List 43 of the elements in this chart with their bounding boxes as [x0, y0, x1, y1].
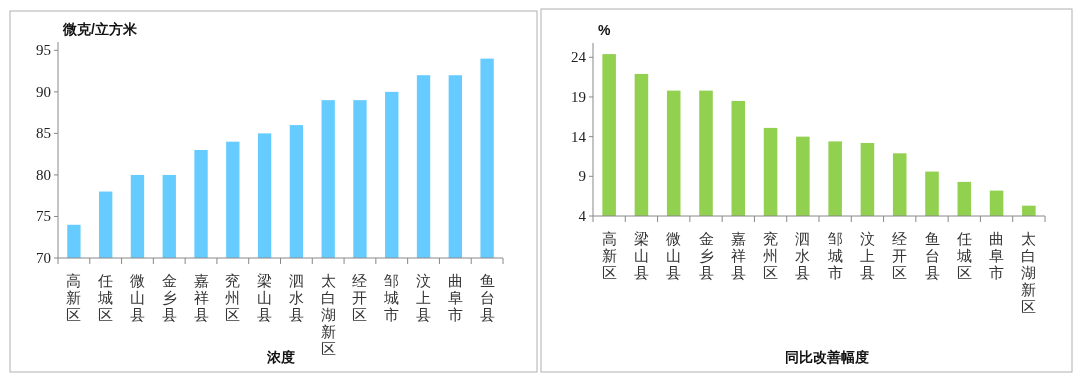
- x-tick-label: 高新区: [66, 273, 82, 323]
- x-tick-label: 鱼台县: [479, 273, 495, 323]
- y-tick-label: 75: [36, 208, 51, 225]
- x-tick-label: 任城区: [97, 273, 114, 323]
- y-tick-label: 4: [578, 208, 587, 224]
- x-tick-label: 梁山县: [633, 231, 649, 281]
- x-tick-label: 兖州区: [763, 231, 779, 281]
- x-tick-label: 鱼台县: [924, 231, 940, 281]
- y-tick-label: 70: [36, 250, 51, 266]
- x-tick-label: 曲阜市: [447, 273, 463, 323]
- x-tick-label: 嘉祥县: [730, 231, 746, 281]
- x-tick-label: 泗水县: [795, 231, 811, 281]
- x-tick-label: 泗水县: [288, 273, 304, 323]
- y-tick-label: 24: [571, 49, 587, 66]
- x-axis-title: 浓度: [265, 349, 295, 365]
- y-tick-label: 19: [571, 88, 586, 105]
- x-tick-label: 金乡县: [698, 231, 714, 281]
- x-tick-label: 经开区: [352, 273, 368, 323]
- x-tick-label: 任城区: [955, 231, 972, 281]
- x-tick-label: 汶上县: [416, 273, 432, 323]
- y-tick-label: 9: [578, 168, 586, 185]
- x-tick-label: 嘉祥县: [193, 273, 209, 323]
- x-tick-label: 微山县: [666, 231, 682, 281]
- x-tick-label: 兖州区: [225, 273, 241, 323]
- y-tick-label: 85: [36, 125, 51, 142]
- x-tick-label: 太白湖新区: [1021, 231, 1037, 315]
- x-tick-label: 汶上县: [859, 231, 875, 281]
- x-tick-label: 太白湖新区: [320, 273, 336, 357]
- x-tick-label: 邹城市: [383, 273, 400, 323]
- x-tick-label: 微山县: [129, 273, 145, 323]
- x-tick-label: 邹城市: [826, 231, 843, 281]
- x-axis-title: 同比改善幅度: [785, 349, 869, 365]
- x-tick-label: 金乡县: [161, 273, 177, 323]
- x-tick-label: 梁山县: [257, 273, 273, 323]
- y-tick-label: 14: [571, 128, 587, 145]
- y-axis-title: %: [598, 22, 611, 38]
- y-axis-title: 微克/立方米: [62, 21, 138, 37]
- y-tick-label: 90: [36, 83, 51, 100]
- x-tick-label: 高新区: [601, 231, 617, 281]
- x-tick-label: 经开区: [892, 231, 908, 281]
- y-tick-label: 80: [36, 166, 51, 183]
- x-tick-label: 曲阜市: [989, 231, 1005, 281]
- y-tick-label: 95: [36, 42, 51, 59]
